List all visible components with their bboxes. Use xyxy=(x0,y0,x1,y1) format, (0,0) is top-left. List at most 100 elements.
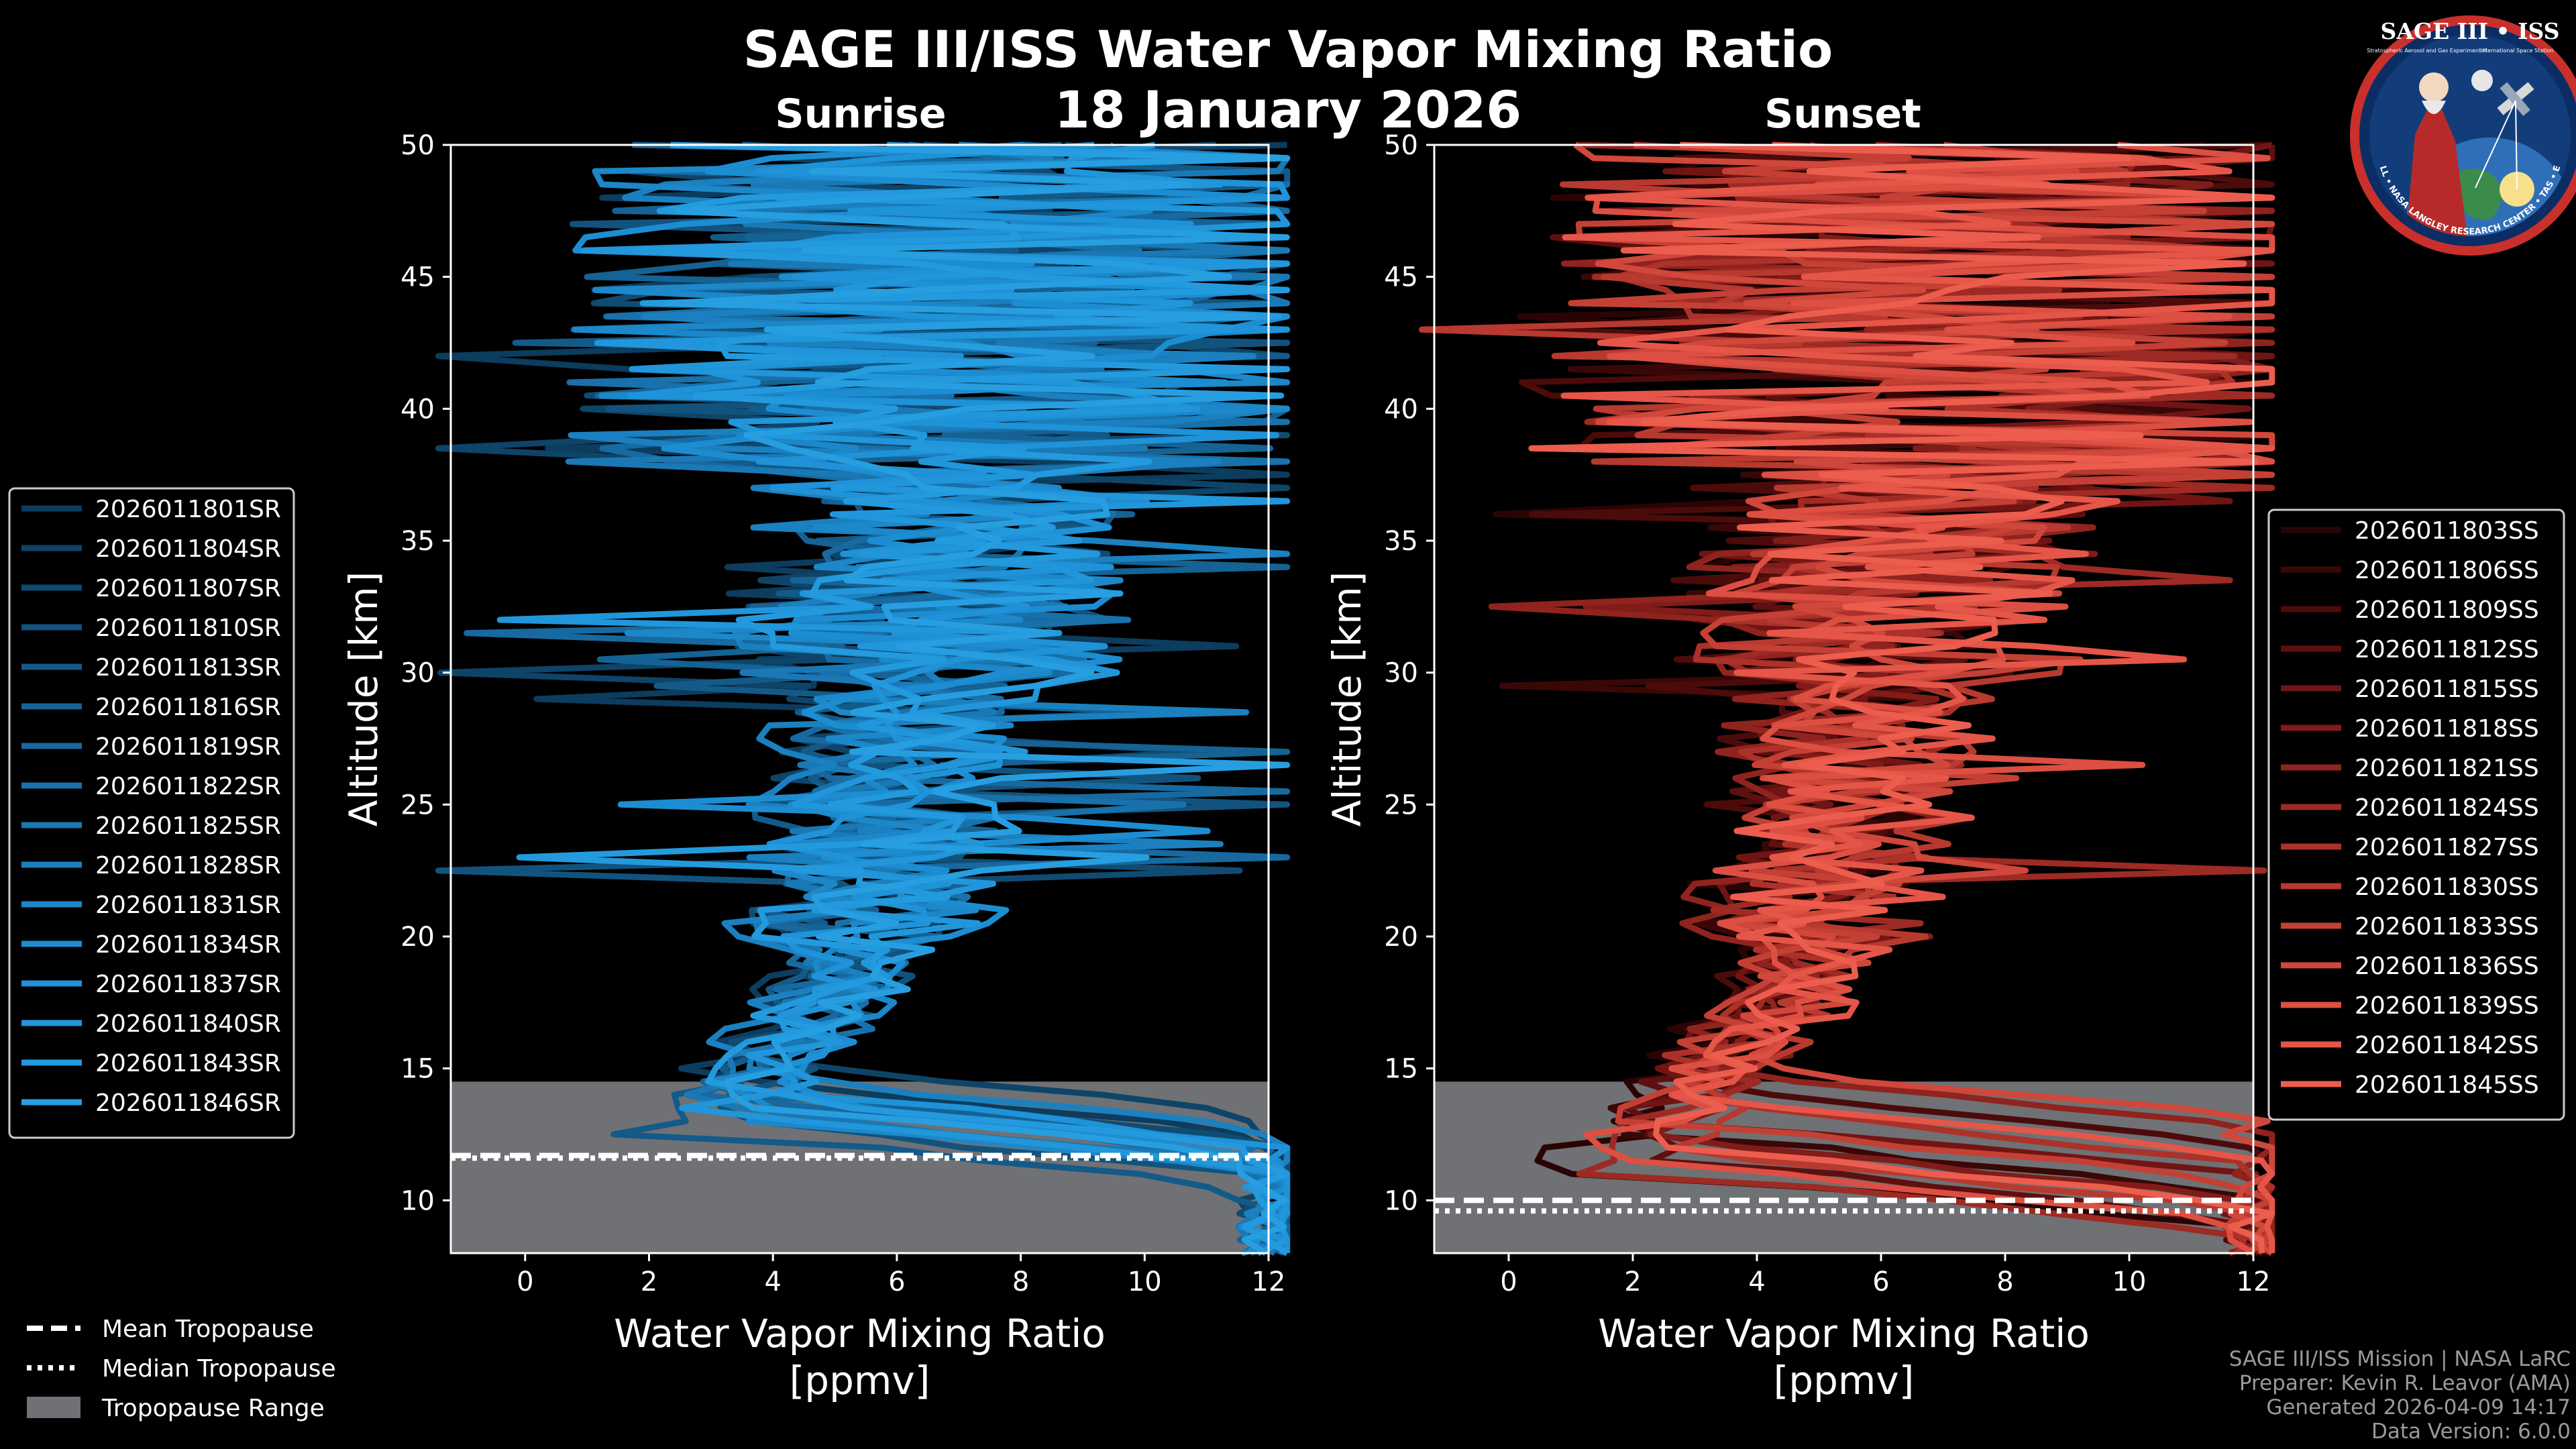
legend-label-2026011843SR: 2026011843SR xyxy=(95,1050,281,1077)
legend-label-2026011825SR: 2026011825SR xyxy=(95,812,281,840)
legend-label-2026011846SR: 2026011846SR xyxy=(95,1089,281,1117)
y-tick-label: 30 xyxy=(1384,658,1418,689)
legend-label-2026011816SR: 2026011816SR xyxy=(95,694,281,721)
legend-label-2026011824SS: 2026011824SS xyxy=(2355,794,2539,822)
x-tick-label: 0 xyxy=(517,1267,533,1297)
y-tick-label: 40 xyxy=(1384,394,1418,425)
legend-label-2026011819SR: 2026011819SR xyxy=(95,733,281,761)
y-tick-label: 20 xyxy=(400,922,435,953)
legend-label-2026011839SS: 2026011839SS xyxy=(2355,992,2539,1020)
legend-label-2026011807SR: 2026011807SR xyxy=(95,575,281,602)
sunset-panel: 10 15 20 25 30 35 40 45 50 0 2 4 6 8 10 12 Water Vapor M… xyxy=(1324,130,2275,1403)
legend-label-2026011827SS: 2026011827SS xyxy=(2355,834,2539,861)
legend-label-2026011813SR: 2026011813SR xyxy=(95,654,281,682)
profile-line-2026011836SS xyxy=(1573,142,2275,1256)
x-axis-label: Water Vapor Mixing Ratio xyxy=(614,1311,1106,1356)
legend-label-2026011828SR: 2026011828SR xyxy=(95,852,281,879)
plot-frame xyxy=(1433,144,2255,1254)
legend-range-swatch xyxy=(27,1397,80,1418)
x-tick-label: 0 xyxy=(1500,1267,1517,1297)
legend-label-2026011837SR: 2026011837SR xyxy=(95,971,281,998)
y-axis-label: Altitude [km] xyxy=(1324,572,1370,826)
y-tick-label: 40 xyxy=(400,394,435,425)
legend-label-2026011803SS: 2026011803SS xyxy=(2355,517,2539,545)
legend-label-2026011830SS: 2026011830SS xyxy=(2355,873,2539,901)
footer-line-4: Data Version: 6.0.0 xyxy=(2371,1419,2571,1444)
logo-top-text: SAGE III • ISS xyxy=(2380,18,2559,44)
footer: SAGE III/ISS Mission | NASA LaRC Prepare… xyxy=(2229,1347,2571,1444)
legend-label-2026011840SR: 2026011840SR xyxy=(95,1010,281,1038)
x-tick-label: 8 xyxy=(1012,1267,1029,1297)
x-tick-label: 2 xyxy=(641,1267,657,1297)
footer-line-3: Generated 2026-04-09 14:17 xyxy=(2266,1395,2571,1419)
x-tick-label: 10 xyxy=(2112,1267,2147,1297)
page-date: 18 January 2026 xyxy=(1055,80,1521,140)
legend-label-2026011804SR: 2026011804SR xyxy=(95,535,281,563)
x-tick-label: 10 xyxy=(1128,1267,1162,1297)
legend-label-2026011810SR: 2026011810SR xyxy=(95,614,281,642)
page-title: SAGE III/ISS Water Vapor Mixing Ratio xyxy=(743,19,1833,79)
logo-sub-left: Stratospheric Aerosol and Gas Experiment… xyxy=(2367,48,2487,54)
profile-line-2026011845SS xyxy=(1528,142,2275,1254)
footer-line-2: Preparer: Kevin R. Leavor (AMA) xyxy=(2239,1371,2571,1395)
legend-trop-label: Tropopause Range xyxy=(101,1395,325,1422)
x-tick-label: 6 xyxy=(1872,1267,1889,1297)
y-tick-label: 15 xyxy=(400,1054,435,1085)
legend-trop-label: Mean Tropopause xyxy=(102,1316,314,1343)
y-tick-label: 50 xyxy=(1384,130,1418,161)
sunset-title: Sunset xyxy=(1764,91,1921,138)
x-axis-units: [ppmv] xyxy=(1774,1358,1915,1403)
astronomer-icon xyxy=(2405,94,2469,236)
legend-label-2026011806SS: 2026011806SS xyxy=(2355,557,2539,584)
y-tick-label: 45 xyxy=(400,262,435,293)
legend-label-2026011821SS: 2026011821SS xyxy=(2355,755,2539,782)
legend-label-2026011822SR: 2026011822SR xyxy=(95,773,281,800)
sunrise-title: Sunrise xyxy=(775,91,946,138)
sunrise-panel: 10 15 20 25 30 35 40 45 50 0 2 4 6 8 10 12 Water Vapor M… xyxy=(341,130,1291,1403)
tropopause-legend: Mean Tropopause Median Tropopause Tropopau… xyxy=(27,1316,336,1422)
logo-sub-right: International Space Station xyxy=(2481,48,2554,54)
y-tick-label: 35 xyxy=(1384,526,1418,557)
profile-line-2026011839SS xyxy=(1583,142,2275,1256)
x-axis-label: Water Vapor Mixing Ratio xyxy=(1598,1311,2090,1356)
legend-label-2026011809SS: 2026011809SS xyxy=(2355,596,2539,624)
legend-label-2026011831SR: 2026011831SR xyxy=(95,892,281,919)
footer-line-1: SAGE III/ISS Mission | NASA LaRC xyxy=(2229,1347,2571,1371)
profile-line-2026011846SR xyxy=(663,142,1291,1256)
x-tick-label: 4 xyxy=(764,1267,781,1297)
y-tick-label: 10 xyxy=(400,1185,435,1216)
legend-label-2026011815SS: 2026011815SS xyxy=(2355,676,2539,703)
x-axis-units: [ppmv] xyxy=(790,1358,930,1403)
legend-label-2026011812SS: 2026011812SS xyxy=(2355,636,2539,663)
legend-label-2026011834SR: 2026011834SR xyxy=(95,931,281,959)
x-tick-label: 12 xyxy=(2237,1267,2271,1297)
y-axis-label: Altitude [km] xyxy=(341,572,386,826)
x-tick-label: 2 xyxy=(1624,1267,1641,1297)
legend-frame xyxy=(8,487,295,1139)
y-tick-label: 45 xyxy=(1384,262,1418,293)
legend-label-2026011833SS: 2026011833SS xyxy=(2355,913,2539,941)
y-tick-label: 30 xyxy=(400,658,435,689)
sunset-legend: 2026011803SS 2026011806SS 2026011809SS 2026… xyxy=(2267,508,2565,1121)
y-tick-label: 10 xyxy=(1384,1185,1418,1216)
y-tick-label: 50 xyxy=(400,130,435,161)
legend-frame xyxy=(2267,508,2565,1121)
x-tick-label: 6 xyxy=(888,1267,905,1297)
legend-label-2026011842SS: 2026011842SS xyxy=(2355,1032,2539,1059)
legend-label-2026011845SS: 2026011845SS xyxy=(2355,1071,2539,1099)
plot-frame xyxy=(449,144,1270,1254)
y-tick-label: 20 xyxy=(1384,922,1418,953)
y-tick-label: 25 xyxy=(400,790,435,820)
x-tick-label: 12 xyxy=(1252,1267,1286,1297)
y-tick-label: 35 xyxy=(400,526,435,557)
x-tick-label: 8 xyxy=(1996,1267,2013,1297)
legend-label-2026011836SS: 2026011836SS xyxy=(2355,953,2539,980)
legend-label-2026011801SR: 2026011801SR xyxy=(95,496,281,523)
moon-icon xyxy=(2471,70,2493,91)
sunrise-legend: 2026011801SR 2026011804SR 2026011807SR 2026… xyxy=(8,487,295,1139)
legend-label-2026011818SS: 2026011818SS xyxy=(2355,715,2539,743)
x-tick-label: 4 xyxy=(1748,1267,1765,1297)
y-tick-label: 25 xyxy=(1384,790,1418,820)
legend-trop-label: Median Tropopause xyxy=(102,1355,336,1383)
